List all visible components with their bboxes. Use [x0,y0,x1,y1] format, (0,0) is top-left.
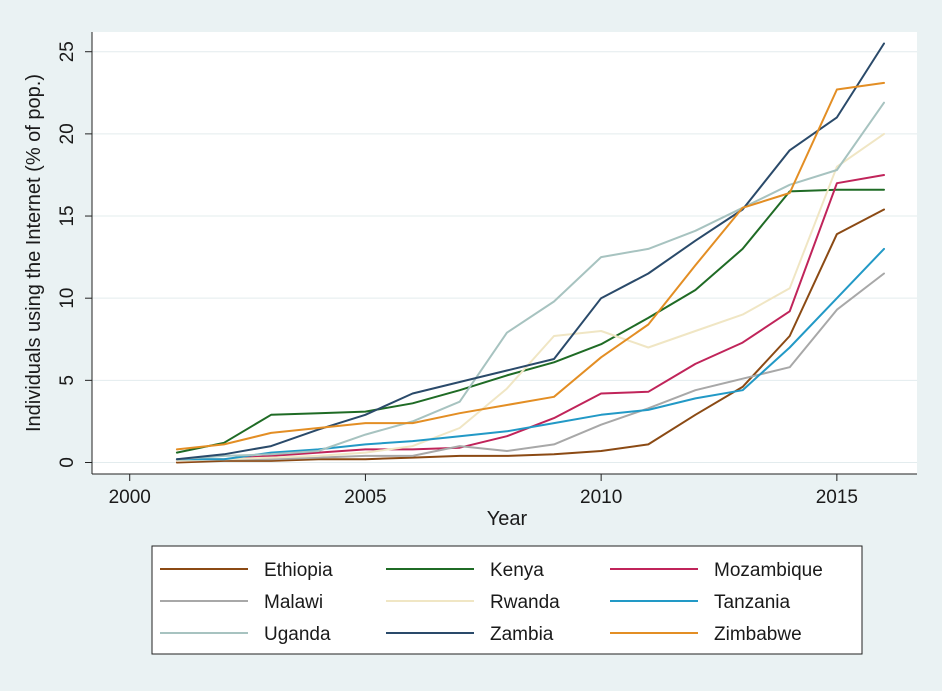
legend-item: Ethiopia [160,560,333,581]
legend-box [151,545,863,655]
legend-item: Kenya [386,560,544,581]
series-line-rwanda [175,132,885,462]
x-tick-label: 2015 [816,487,858,508]
legend-label: Tanzania [714,592,790,613]
legend-item: Zambia [386,624,554,645]
series-line-uganda [175,101,885,461]
y-tick-label: 25 [57,41,78,62]
legend-item: Zimbabwe [610,624,802,645]
legend-label: Uganda [264,624,331,645]
legend-item: Uganda [160,624,331,645]
x-tick-label: 2000 [109,487,151,508]
legend-item: Rwanda [386,592,560,613]
series-line-kenya [175,188,885,454]
series-line-tanzania [175,247,885,461]
x-axis-title: Year [487,508,528,530]
legend-label: Malawi [264,592,323,613]
legend-item: Malawi [160,592,323,613]
legend: Ethiopia Kenya Mozambique Malawi Rwanda Tanza… [151,545,863,655]
legend-label: Zimbabwe [714,624,802,645]
legend-label: Zambia [490,624,554,645]
plot-background [92,32,917,474]
x-tick-label: 2005 [344,487,386,508]
series-lines [175,42,885,464]
legend-item: Mozambique [610,560,823,581]
series-line-zimbabwe [175,81,885,451]
series-line-ethiopia [175,208,885,464]
legend-label: Kenya [490,560,544,581]
y-tick-label: 5 [57,375,78,386]
y-tick-label: 0 [57,457,78,468]
axes: 0 5 10 15 20 25 2000 2005 2010 2015 [57,32,917,508]
legend-label: Rwanda [490,592,560,613]
y-axis-title: Individuals using the Internet (% of pop… [23,74,45,432]
series-line-malawi [175,272,885,461]
gridlines [92,51,917,463]
legend-label: Ethiopia [264,560,333,581]
legend-label: Mozambique [714,560,823,581]
y-tick-label: 15 [57,205,78,226]
series-line-zambia [175,42,885,461]
y-tick-label: 20 [57,123,78,144]
legend-item: Tanzania [610,592,790,613]
x-tick-label: 2010 [580,487,622,508]
y-tick-label: 10 [57,288,78,309]
